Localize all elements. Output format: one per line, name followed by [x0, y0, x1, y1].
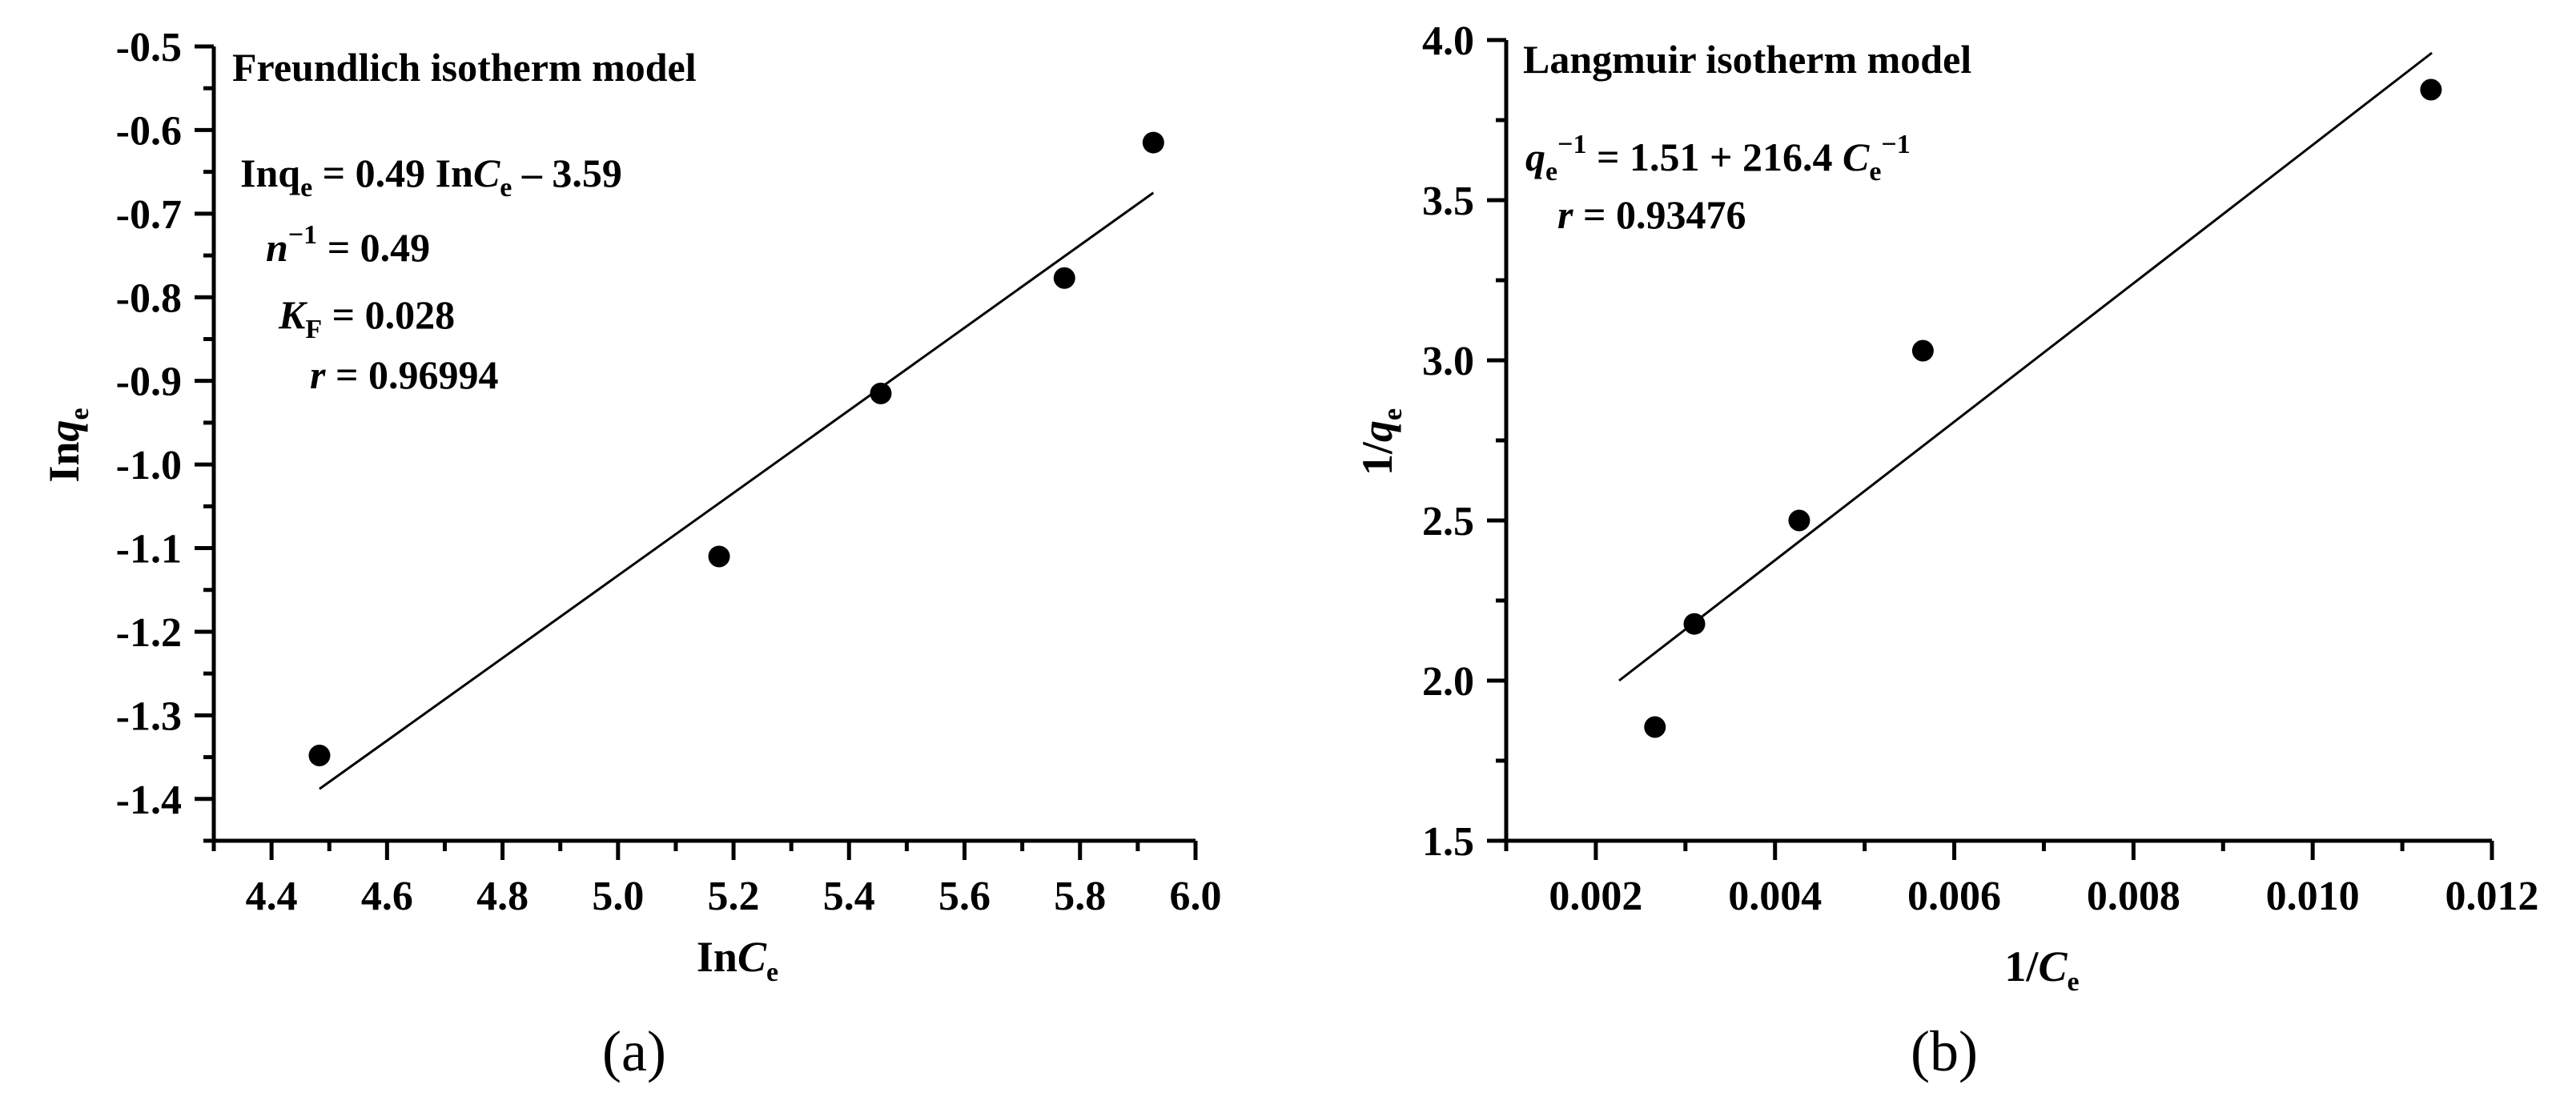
freundlich-equation-block: Inqe = 0.49 InCe – 3.59 n−1 = 0.49 KF = 0.…: [240, 151, 622, 397]
data-point-marker: [708, 545, 730, 568]
freundlich-title: Freundlich isotherm model: [232, 45, 697, 90]
x-tick-label: 0.010: [2266, 874, 2360, 919]
y-tick-label: -0.5: [116, 25, 182, 70]
freundlich-y-axis-label: Inqe: [40, 408, 94, 482]
x-tick-label: 4.6: [361, 874, 413, 919]
data-point-marker: [870, 382, 892, 404]
x-tick-label: 5.0: [592, 874, 644, 919]
x-tick-label: 4.8: [476, 874, 528, 919]
data-point-marker: [1142, 131, 1164, 154]
x-tick-label: 0.004: [1728, 874, 1822, 919]
y-tick-label: 4.0: [1422, 18, 1474, 64]
y-tick-label: -1.1: [116, 527, 182, 573]
y-tick-label: -1.3: [116, 693, 182, 739]
langmuir-equation-block: qe−1 = 1.51 + 216.4 Ce−1 r = 0.93476: [1525, 130, 1911, 237]
langmuir-x-axis-label: 1/Ce: [2004, 942, 2079, 997]
langmuir-plot-area: 1.5 2.0 2.5 3.0 3.5 4.0 0.002 0.004 0.006 0.008 0.…: [1422, 18, 2539, 919]
freundlich-plot-area: -0.5 -0.6 -0.7 -0.8 -0.9 -1.0 -1.1 -1.2 -1.3 -1.4…: [116, 25, 1222, 919]
equation-line: Inqe = 0.49 InCe – 3.59: [240, 151, 622, 203]
x-tick-label: 0.008: [2087, 874, 2180, 919]
y-tick-label: 3.0: [1422, 339, 1474, 384]
equation-line: n−1 = 0.49: [266, 220, 430, 270]
y-tick-label: -0.7: [116, 192, 182, 238]
data-point-marker: [2420, 78, 2442, 101]
x-tick-label: 5.6: [938, 874, 991, 919]
panel-label-b: (b): [1911, 1019, 1978, 1083]
data-point-marker: [1053, 267, 1075, 289]
x-tick-label: 5.2: [708, 874, 760, 919]
y-tick-label: 3.5: [1422, 179, 1474, 224]
x-tick-label: 0.002: [1549, 874, 1642, 919]
langmuir-panel: 1.5 2.0 2.5 3.0 3.5 4.0 0.002 0.004 0.006 0.008 0.…: [1353, 18, 2539, 1083]
equation-line: r = 0.96994: [310, 352, 498, 397]
langmuir-y-axis-label: 1/qe: [1353, 408, 1408, 476]
langmuir-title: Langmuir isotherm model: [1523, 37, 1971, 82]
freundlich-panel: -0.5 -0.6 -0.7 -0.8 -0.9 -1.0 -1.1 -1.2 -1.3 -1.4…: [40, 25, 1222, 1083]
x-tick-label: 0.006: [1907, 874, 2001, 919]
x-tick-label: 5.8: [1054, 874, 1106, 919]
linear-fit-line: [1618, 51, 2433, 682]
y-tick-label: -1.4: [116, 777, 182, 823]
y-tick-label: 2.0: [1422, 659, 1474, 705]
data-point-marker: [1644, 716, 1666, 738]
y-tick-label: -1.2: [116, 610, 182, 656]
y-tick-label: 2.5: [1422, 499, 1474, 544]
y-tick-label: -0.8: [116, 275, 182, 321]
linear-fit-line: [319, 191, 1155, 790]
freundlich-x-axis-label: InCe: [697, 933, 778, 987]
data-point-marker: [1911, 340, 1934, 362]
data-point-marker: [308, 744, 331, 766]
y-tick-label: -0.9: [116, 360, 182, 405]
data-point-marker: [1788, 509, 1810, 532]
y-tick-label: 1.5: [1422, 819, 1474, 865]
equation-line: KF = 0.028: [278, 292, 455, 344]
y-tick-label: -1.0: [116, 443, 182, 488]
x-tick-label: 0.012: [2445, 874, 2539, 919]
x-tick-label: 4.4: [246, 874, 298, 919]
x-tick-label: 5.4: [823, 874, 875, 919]
panel-label-a: (a): [602, 1019, 666, 1083]
y-tick-label: -0.6: [116, 108, 182, 154]
equation-line: qe−1 = 1.51 + 216.4 Ce−1: [1525, 130, 1911, 187]
equation-line: r = 0.93476: [1557, 192, 1746, 237]
x-tick-label: 6.0: [1170, 874, 1222, 919]
